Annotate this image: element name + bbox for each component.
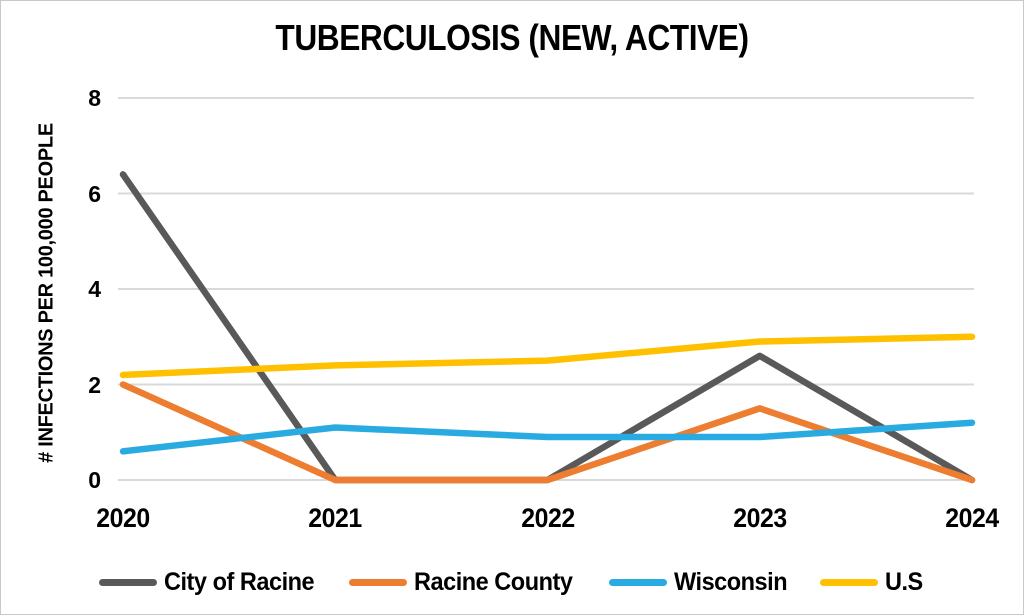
legend-item-wisconsin: Wisconsin [608,567,794,597]
y-tick-label-8: 8 [88,85,101,111]
legend-item-city-of-racine: City of Racine [98,567,324,597]
legend-item-racine-county: Racine County [349,568,583,597]
x-tick-label-2020: 2020 [96,503,150,533]
x-tick-label-2022: 2022 [520,503,575,533]
series-line-wisconsin [119,419,976,455]
legend-swatch-u-s [820,578,879,586]
legend-label-wisconsin: Wisconsin [673,567,788,596]
x-tick-label-2024: 2024 [945,503,999,533]
series-line-u-s [119,333,976,379]
legend-item-u-s: U.S [820,568,925,597]
y-tick-label-4: 4 [88,276,101,302]
legend-swatch-wisconsin [608,578,667,586]
y-tick-label-0: 0 [88,467,101,493]
legend-label-u-s: U.S [885,567,923,596]
chart-title: TUBERCULOSIS (NEW, ACTIVE) [275,17,749,58]
legend-label-city-of-racine: City of Racine [163,567,315,596]
x-tick-label-2021: 2021 [308,503,363,533]
x-tick-label-2023: 2023 [733,503,787,533]
y-tick-label-2: 2 [88,371,101,398]
legend: City of Racine Racine County Wisconsin U.S [1,559,1023,605]
legend-swatch-city-of-racine [98,578,157,586]
y-tick-label-6: 6 [88,180,101,207]
legend-label-racine-county: Racine County [414,567,573,596]
legend-swatch-racine-county [349,578,408,586]
